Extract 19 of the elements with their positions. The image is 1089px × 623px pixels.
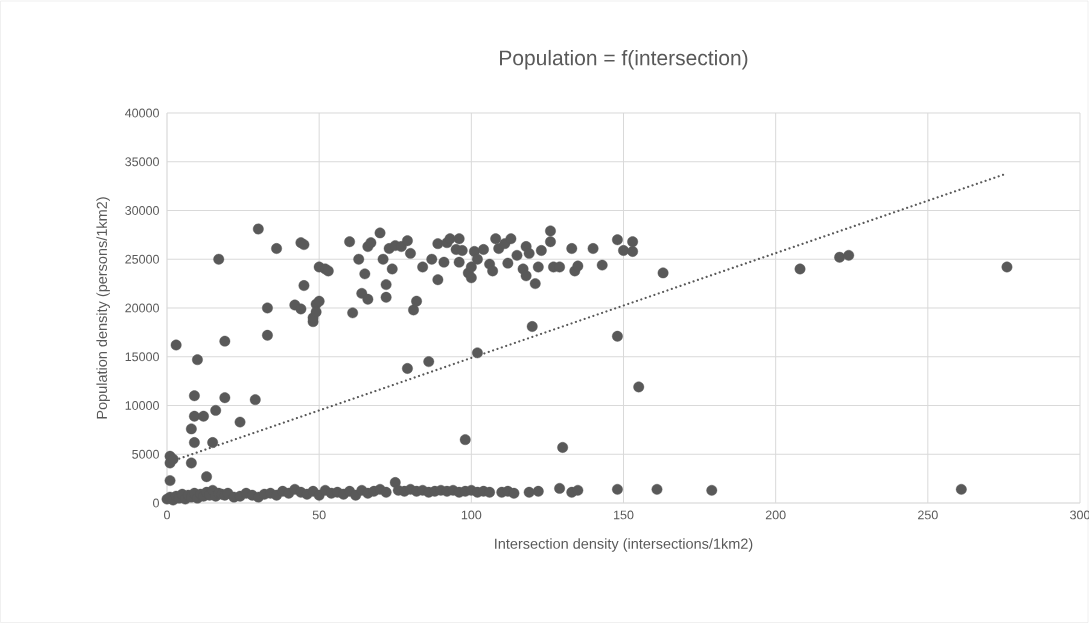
- x-tick-label: 0: [164, 510, 170, 520]
- x-axis-title: Intersection density (intersections/1km2): [495, 538, 753, 552]
- x-tick-label: 300: [1070, 510, 1089, 520]
- y-tick-label: 20000: [125, 303, 159, 313]
- x-tick-label: 200: [765, 510, 786, 520]
- x-tick-label: 250: [918, 510, 938, 520]
- x-tick-label: 150: [614, 510, 634, 520]
- y-tick-label: 30000: [125, 206, 159, 215]
- y-tick-label: 0: [153, 498, 159, 508]
- x-tick-label: 100: [461, 510, 482, 520]
- y-axis-title: Population density (persons/1km2): [96, 197, 110, 419]
- y-tick-label: 35000: [125, 157, 159, 167]
- y-tick-label: 10000: [125, 401, 159, 410]
- x-tick-label: 50: [312, 510, 326, 520]
- y-tick-label: 15000: [125, 352, 159, 362]
- y-tick-label: 5000: [132, 449, 159, 459]
- chart-title: Population = f(intersection): [500, 49, 748, 70]
- y-tick-label: 25000: [125, 254, 159, 264]
- y-tick-label: 40000: [125, 108, 159, 118]
